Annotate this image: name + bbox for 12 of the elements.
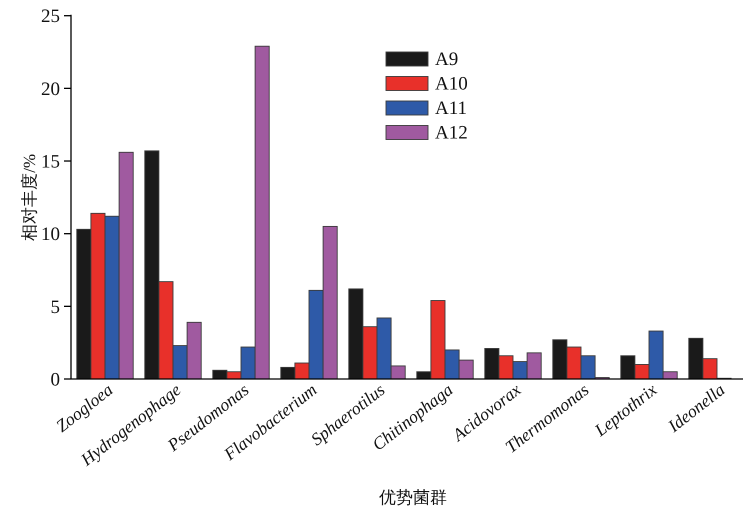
legend-label: A9 <box>435 49 458 70</box>
y-axis-title: 相对丰度/% <box>20 154 39 241</box>
legend-label: A12 <box>435 122 468 144</box>
x-axis-title: 优势菌群 <box>379 488 447 507</box>
y-tick-label: 15 <box>41 152 60 173</box>
y-tick-label: 25 <box>41 6 60 28</box>
y-tick-label: 20 <box>41 78 60 100</box>
y-tick-label: 0 <box>50 370 60 390</box>
y-tick-label: 5 <box>50 296 60 318</box>
legend-label: A11 <box>435 98 468 119</box>
y-tick-label: 10 <box>41 224 60 246</box>
legend-label: A10 <box>435 74 468 94</box>
